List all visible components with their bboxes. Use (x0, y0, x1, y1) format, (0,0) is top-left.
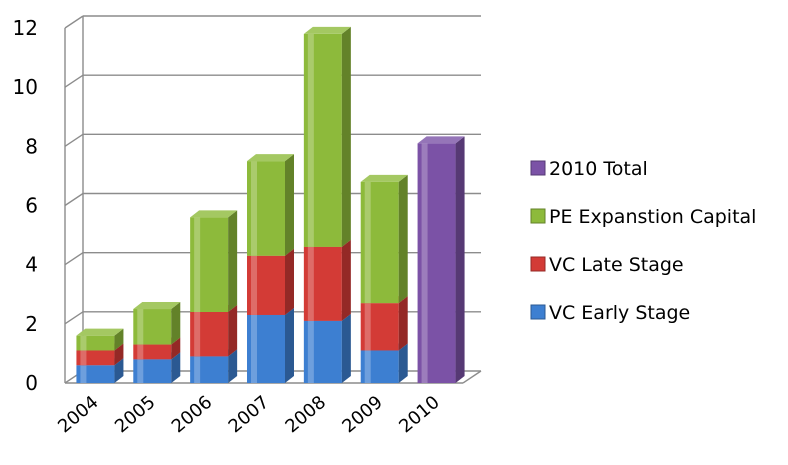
y-tick-label: 6 (25, 194, 38, 218)
bar-highlight (421, 143, 428, 383)
bar-side (228, 210, 238, 312)
bar-side (455, 136, 465, 383)
bar-side (171, 337, 181, 360)
bar-highlight (137, 309, 144, 345)
bar-side (341, 239, 351, 321)
x-tick-label: 2006 (168, 392, 217, 438)
bar-segment (360, 174, 408, 304)
bar-side (398, 296, 408, 351)
bar-highlight (80, 335, 87, 351)
legend-item: PE Expanstion Capital (530, 206, 756, 228)
bar-side (285, 307, 294, 383)
legend-swatch (530, 256, 546, 272)
bar-highlight (307, 33, 314, 247)
bar-highlight (364, 303, 371, 351)
y-axis: 0 2 4 6 8 10 12 (13, 16, 38, 395)
bar-top (303, 26, 351, 34)
x-tick-label: 2009 (338, 392, 387, 438)
bar-segment (303, 239, 351, 321)
bar-side (114, 343, 124, 366)
x-tick-label: 2004 (54, 392, 103, 438)
bar-side (228, 305, 238, 357)
bar-segment (303, 26, 351, 247)
gridline-side (64, 15, 84, 29)
bar-segment (417, 136, 465, 383)
bar-highlight (137, 344, 144, 360)
y-tick-label: 4 (25, 253, 38, 277)
bar-side (398, 174, 408, 304)
bar-segment (303, 313, 351, 383)
legend-item: VC Late Stage (530, 254, 684, 276)
legend-swatch (530, 160, 546, 176)
bar-top (76, 328, 124, 336)
y-tick-label: 12 (13, 16, 38, 40)
bar-highlight (251, 255, 257, 315)
bar-highlight (137, 359, 144, 383)
x-tick-label: 2008 (281, 392, 330, 438)
gridline-side (64, 252, 84, 266)
bar-highlight (194, 312, 201, 357)
x-tick-label: 2010 (395, 392, 444, 438)
bar-top (360, 174, 408, 182)
bar-side (341, 26, 351, 247)
bar-side (398, 343, 408, 383)
x-tick-label: 2005 (111, 392, 160, 438)
bar-highlight (194, 356, 201, 383)
bar-top (247, 154, 294, 162)
bar-side (228, 349, 238, 383)
bar-segment (247, 248, 294, 315)
bar-highlight (251, 161, 257, 256)
bar-side (171, 352, 181, 383)
bar-highlight (364, 181, 371, 304)
x-tick-label: 2007 (225, 392, 274, 438)
legend-label: PE Expanstion Capital (549, 206, 756, 228)
gridline-side (64, 133, 84, 147)
y-tick-label: 0 (25, 371, 38, 395)
bar-segment (247, 154, 294, 256)
bar-segment (360, 296, 408, 351)
y-tick-label: 2 (25, 312, 38, 336)
legend-swatch (530, 304, 546, 320)
bar-side (114, 328, 124, 351)
x-axis: 2004 2005 2006 2007 2008 2009 2010 (54, 392, 444, 438)
floor-edge (462, 370, 482, 384)
legend-swatch (530, 208, 546, 224)
legend-item: 2010 Total (530, 158, 648, 180)
bar-side (171, 302, 181, 345)
bar-segment (247, 307, 294, 383)
bar-highlight (251, 314, 257, 383)
legend-label: 2010 Total (549, 158, 648, 180)
bar-segment (76, 328, 124, 351)
bar-highlight (80, 365, 87, 383)
bar-highlight (307, 246, 314, 321)
bar-side (341, 313, 351, 383)
bar-side (285, 154, 294, 256)
legend: 2010 Total PE Expanstion Capital VC Late S… (530, 158, 756, 324)
legend-label: VC Early Stage (549, 302, 690, 324)
legend-label: VC Late Stage (549, 254, 684, 276)
bar-highlight (364, 350, 371, 383)
gridline-side (64, 192, 84, 207)
bar-highlight (307, 320, 314, 383)
bar-top (417, 136, 465, 144)
gridline-side (64, 74, 84, 88)
bar-segment (190, 210, 238, 312)
bar-segment (190, 305, 238, 357)
y-tick-label: 8 (25, 134, 38, 158)
bar-segment (133, 302, 181, 345)
gridline-side (64, 311, 84, 325)
bars (76, 26, 465, 383)
bar-highlight (194, 217, 201, 312)
bar-top (190, 210, 238, 218)
legend-item: VC Early Stage (530, 302, 690, 324)
bar-side (114, 358, 124, 383)
y-tick-label: 10 (13, 75, 38, 99)
bar-side (285, 248, 294, 315)
bar-top (133, 302, 181, 310)
bar-highlight (80, 350, 87, 366)
